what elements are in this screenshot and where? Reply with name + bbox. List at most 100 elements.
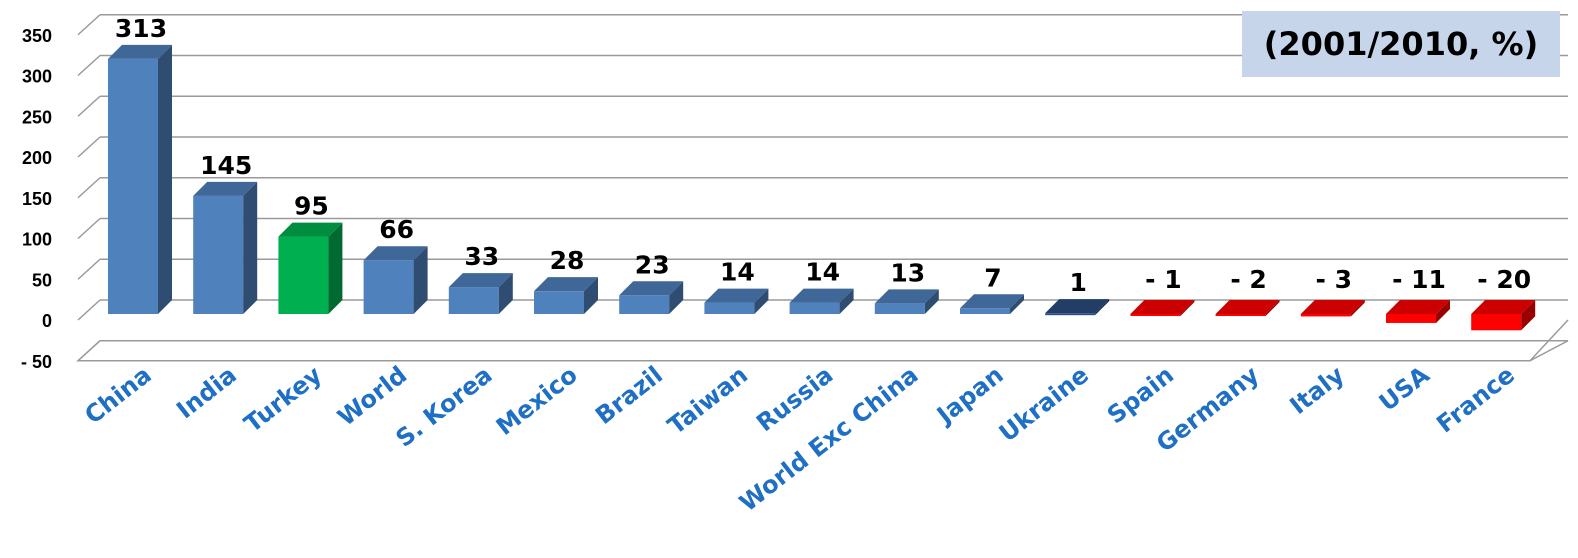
bar-side — [669, 281, 684, 314]
bar-front — [1215, 314, 1266, 316]
bar-taiwan — [704, 288, 769, 314]
category-label: World — [333, 361, 413, 432]
bar-side — [1350, 300, 1365, 317]
grid-line-depth — [77, 299, 101, 321]
bar-top — [278, 222, 343, 237]
bar-side — [924, 289, 939, 314]
bar-front — [619, 295, 670, 314]
bar-side — [243, 181, 258, 314]
bar-ukraine — [1045, 299, 1110, 316]
category-label: Ukraine — [994, 361, 1094, 448]
bar-top — [108, 44, 172, 59]
category-label: S. Korea — [391, 361, 498, 453]
grid-line-depth — [77, 136, 101, 158]
bar-top — [874, 289, 939, 304]
bar-japan — [960, 294, 1024, 314]
bar-front — [278, 236, 329, 314]
bar-side — [158, 44, 172, 314]
category-label: Mexico — [491, 361, 583, 441]
bar-top — [363, 246, 428, 261]
bar-mexico — [534, 277, 598, 314]
bar-side — [839, 288, 854, 314]
grid-line-depth — [77, 217, 101, 240]
data-label: - 20 — [1477, 265, 1531, 294]
y-tick-label: 0 — [42, 311, 52, 331]
y-tick-label: - 50 — [21, 352, 52, 372]
y-tick-label: 100 — [22, 230, 52, 250]
bar-top — [1045, 299, 1110, 314]
bar-side — [1095, 299, 1110, 316]
grid-line-depth — [77, 95, 101, 117]
bar-side — [1265, 300, 1280, 316]
bar-front — [874, 303, 925, 314]
bar-front — [534, 291, 584, 314]
bar-top — [1215, 300, 1280, 314]
data-label: - 1 — [1145, 265, 1181, 294]
data-label: 145 — [200, 151, 252, 180]
data-label: 33 — [464, 242, 499, 271]
bar-front — [108, 58, 158, 314]
category-label: Japan — [930, 361, 1008, 431]
y-tick-label: 200 — [22, 148, 52, 168]
bar-india — [193, 181, 258, 314]
subtitle-box: (2001/2010, %) — [1242, 11, 1560, 77]
bar-front — [363, 260, 414, 314]
bar-s-korea — [448, 273, 513, 314]
category-label: Brazil — [590, 361, 668, 430]
bar-side — [1180, 300, 1195, 316]
data-label: 7 — [984, 263, 1001, 292]
data-label: 313 — [115, 14, 167, 43]
grid-line-depth — [77, 14, 101, 36]
data-label: - 3 — [1316, 265, 1352, 294]
data-label: - 2 — [1230, 265, 1266, 294]
bar-side — [584, 277, 598, 314]
bar-top — [704, 288, 769, 303]
bar-top — [960, 294, 1024, 309]
grid-line-depth — [77, 258, 101, 280]
category-label: Taiwan — [662, 361, 753, 440]
bar-front — [1045, 313, 1096, 316]
y-tick-label: 50 — [32, 270, 52, 290]
bar-turkey — [278, 222, 343, 314]
grid-line-depth — [77, 177, 101, 199]
bar-top — [1300, 300, 1365, 314]
category-label: India — [171, 361, 242, 425]
category-label: France — [1431, 361, 1520, 439]
data-label: 95 — [294, 192, 329, 221]
data-label: 13 — [890, 258, 925, 287]
category-label: Spain — [1102, 361, 1179, 430]
bar-front — [1471, 314, 1522, 331]
category-label: Italy — [1285, 360, 1350, 420]
data-label: 14 — [720, 258, 755, 287]
bar-world-exc-china — [874, 289, 939, 314]
bar-top — [1386, 300, 1450, 314]
bar-side — [328, 222, 343, 314]
data-label: - 11 — [1392, 265, 1446, 294]
bar-side — [1010, 294, 1024, 314]
bar-front — [1300, 314, 1351, 317]
floor-edge — [1529, 319, 1569, 362]
chart-subtitle: (2001/2010, %) — [1263, 25, 1539, 63]
bar-top — [619, 281, 684, 296]
bar-germany — [1215, 300, 1280, 316]
bar-side — [1436, 300, 1450, 323]
bar-brazil — [619, 281, 684, 314]
bar-side — [1521, 300, 1536, 331]
bar-front — [789, 302, 840, 314]
bar-spain — [1130, 300, 1195, 316]
bar-usa — [1386, 300, 1450, 323]
grid-lines — [76, 14, 1569, 362]
y-axis-ticks: 350 300 250 200 150 100 50 0 - 50 — [21, 26, 52, 372]
category-label: Turkey — [239, 360, 327, 438]
bar-top — [448, 273, 513, 288]
bar-top — [193, 181, 258, 196]
bar-front — [193, 195, 244, 314]
data-label: 14 — [805, 258, 840, 287]
bar-front — [960, 308, 1010, 314]
category-label: China — [79, 361, 156, 430]
bar-italy — [1300, 300, 1365, 317]
bar-top — [1130, 300, 1195, 314]
data-labels: 313 145 95 66 33 28 23 14 14 13 7 1 - 1 - 2 - 3 - 11 - 2… — [115, 14, 1531, 297]
